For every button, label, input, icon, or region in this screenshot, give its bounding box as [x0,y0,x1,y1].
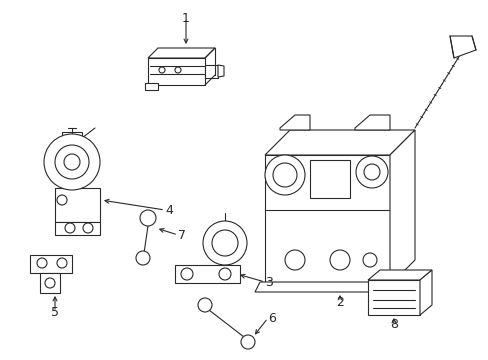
Circle shape [159,67,164,73]
Polygon shape [175,265,240,283]
Circle shape [181,268,193,280]
Circle shape [136,251,150,265]
Circle shape [219,268,230,280]
Polygon shape [62,132,82,142]
Polygon shape [40,273,60,293]
Circle shape [140,210,156,226]
Text: 1: 1 [182,12,189,24]
Text: 8: 8 [389,319,397,332]
Polygon shape [264,130,414,155]
Circle shape [285,250,305,270]
Circle shape [57,258,67,268]
Circle shape [264,155,305,195]
Text: 4: 4 [164,203,173,216]
Circle shape [203,221,246,265]
Polygon shape [389,130,414,285]
Polygon shape [449,36,475,58]
Polygon shape [55,222,100,235]
Polygon shape [254,282,399,292]
Polygon shape [419,270,431,315]
Polygon shape [218,65,224,77]
Circle shape [175,67,181,73]
Circle shape [329,250,349,270]
Text: 2: 2 [335,296,343,309]
Polygon shape [264,155,389,285]
Circle shape [55,145,89,179]
Circle shape [212,230,238,256]
Polygon shape [354,115,389,130]
Text: 7: 7 [178,229,185,242]
Circle shape [65,223,75,233]
Polygon shape [30,255,72,273]
Circle shape [37,258,47,268]
Polygon shape [145,83,158,90]
Circle shape [362,253,376,267]
Circle shape [64,154,80,170]
Circle shape [57,195,67,205]
Text: 6: 6 [267,311,275,324]
Circle shape [241,335,254,349]
Polygon shape [55,188,100,222]
Circle shape [363,164,379,180]
Polygon shape [367,280,419,315]
Circle shape [272,163,296,187]
Polygon shape [148,48,215,58]
Circle shape [44,134,100,190]
Polygon shape [367,270,431,280]
Text: 3: 3 [264,275,272,288]
Circle shape [198,298,212,312]
Circle shape [83,223,93,233]
Polygon shape [309,160,349,198]
Text: 5: 5 [51,306,59,319]
Polygon shape [204,65,218,78]
Polygon shape [148,58,204,85]
Polygon shape [280,115,309,130]
Circle shape [355,156,387,188]
Circle shape [45,278,55,288]
